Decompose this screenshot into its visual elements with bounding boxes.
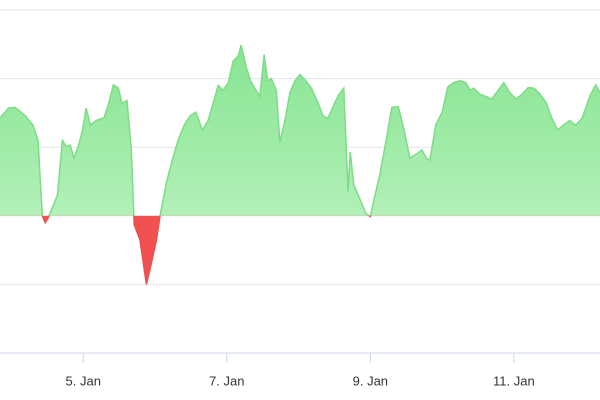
line-positive — [0, 44, 600, 216]
area-positive — [0, 44, 600, 216]
x-tick-label: 5. Jan — [66, 373, 101, 388]
x-tick-label: 11. Jan — [493, 373, 535, 388]
x-tick-label: 7. Jan — [209, 373, 244, 388]
x-tick-label: 9. Jan — [353, 373, 388, 388]
